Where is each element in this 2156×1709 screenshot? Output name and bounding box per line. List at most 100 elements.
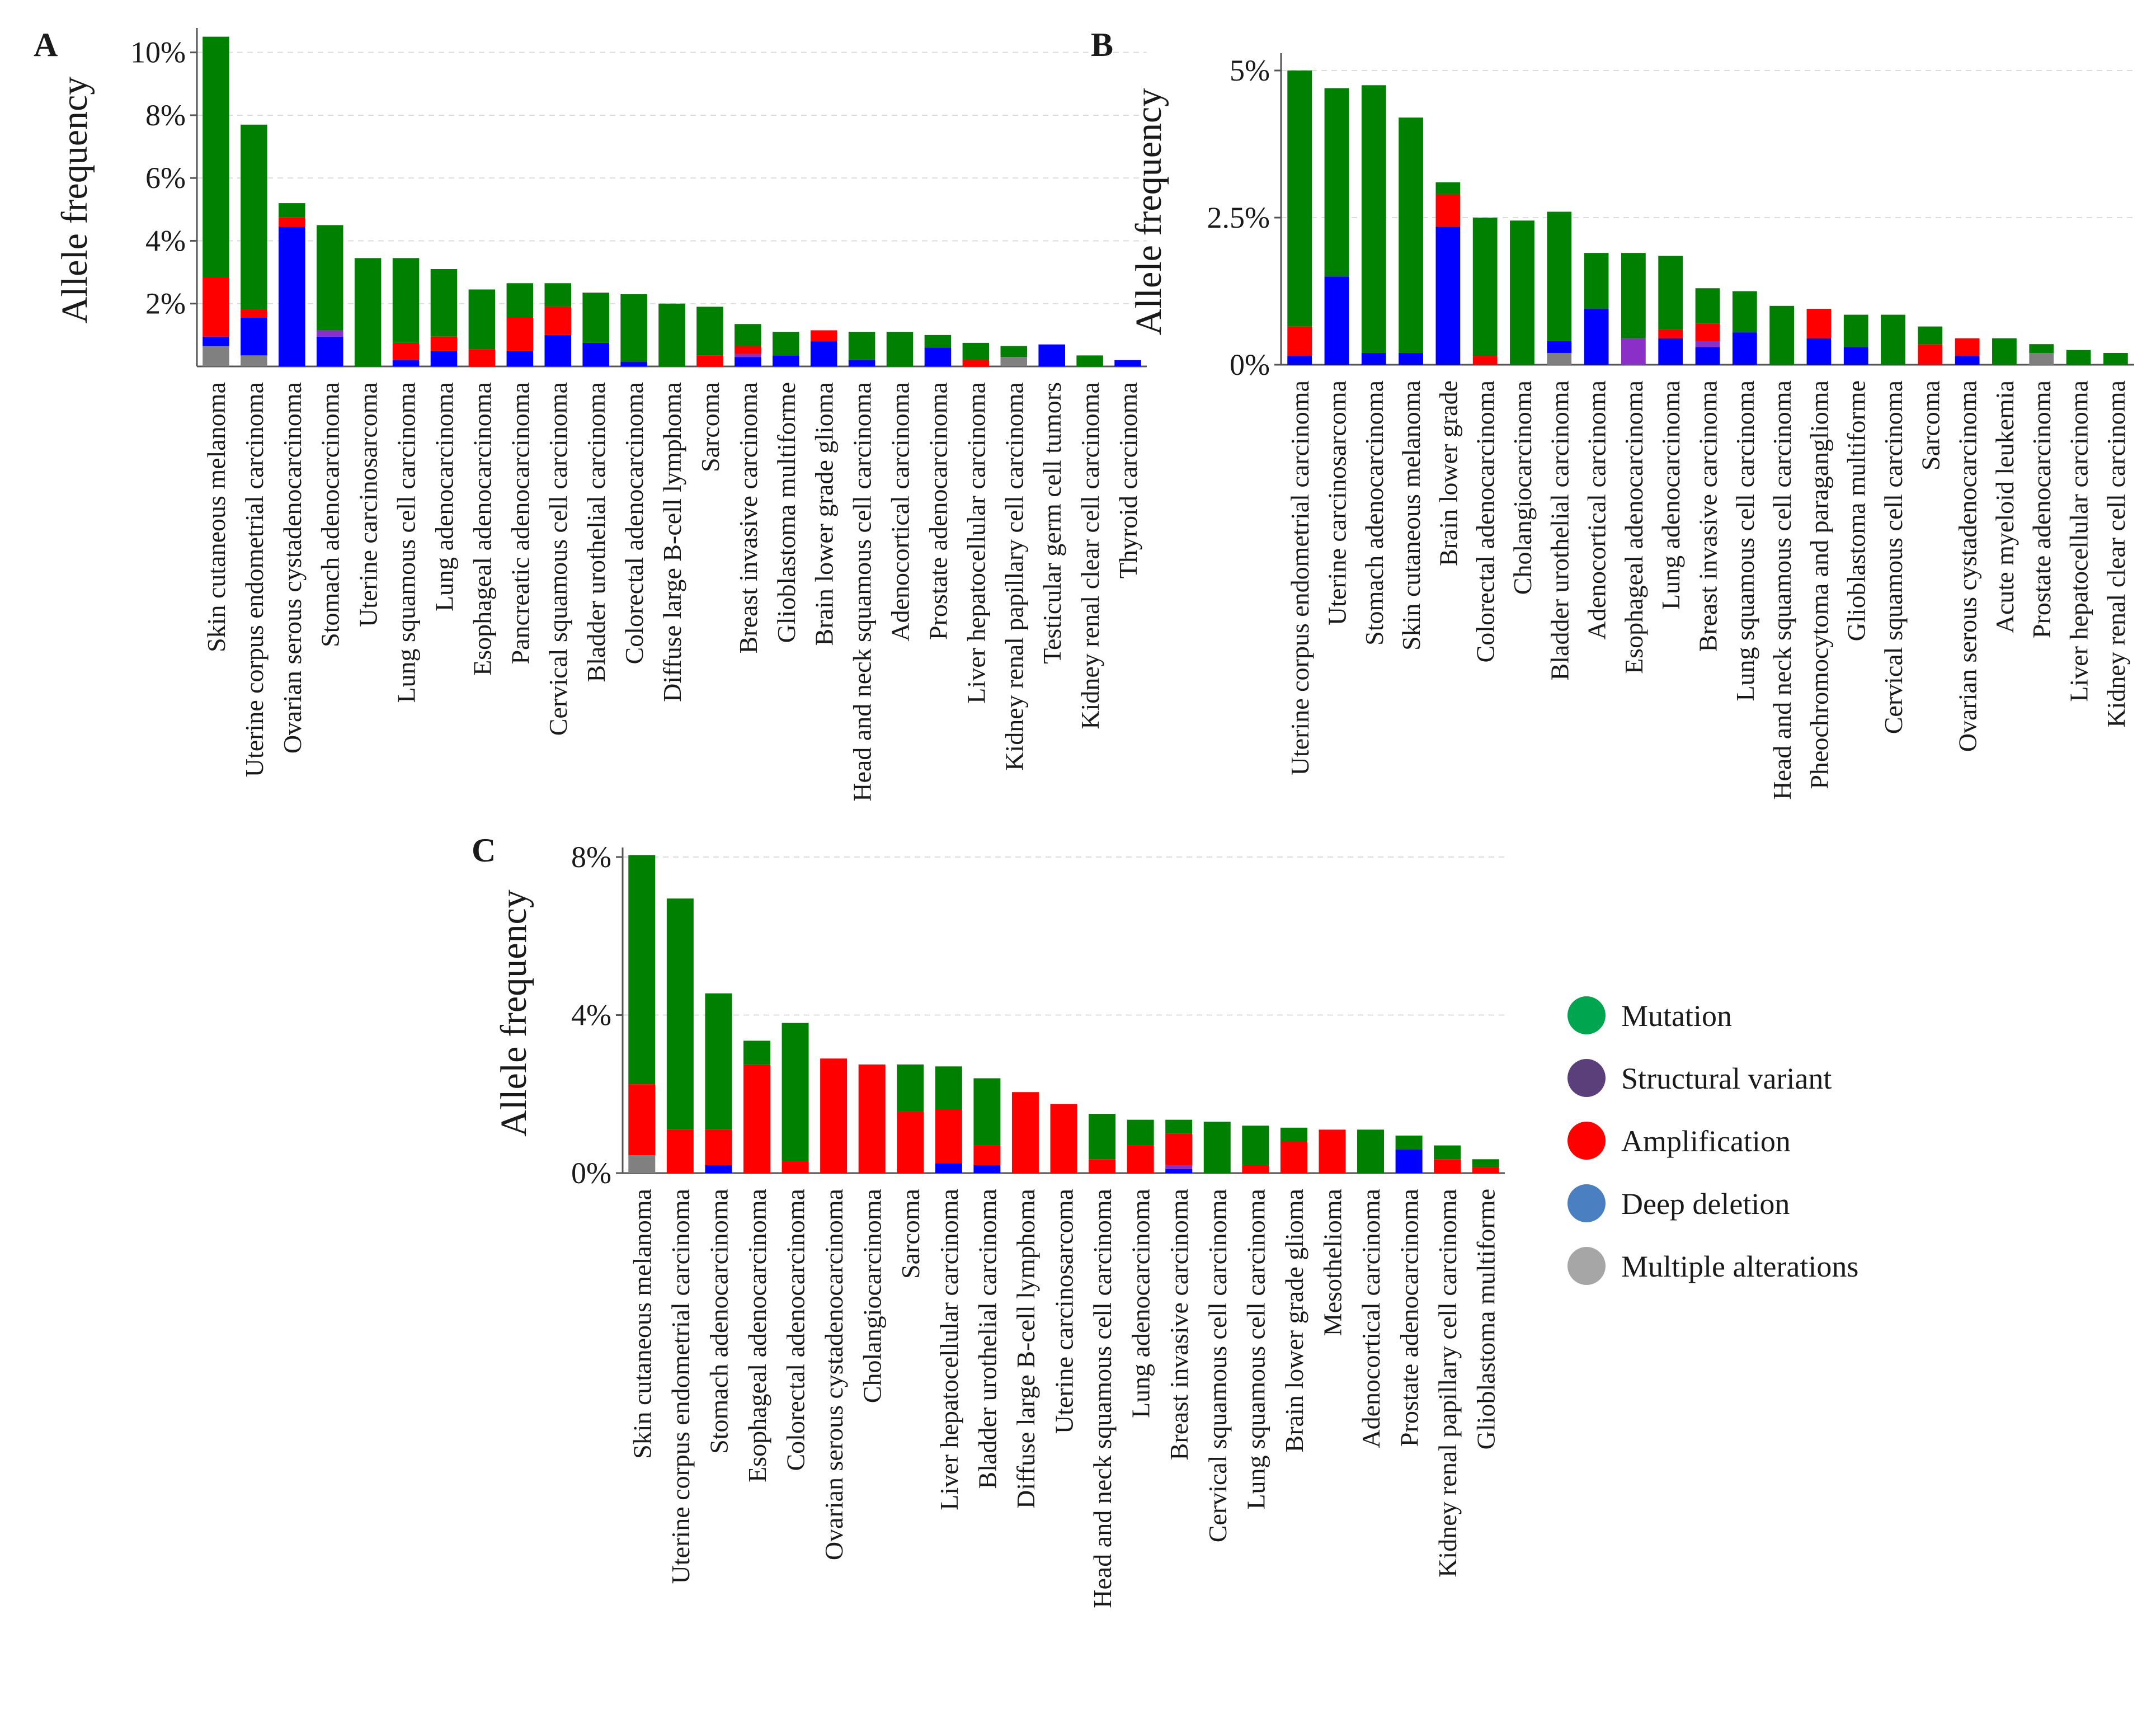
- bar-segment-deep-deletion-thyroid-carcinoma: [1114, 360, 1141, 366]
- x-tick-label: Uterine corpus endometrial carcinoma: [666, 1189, 695, 1584]
- bar-segment-structural-variant-breast-invasive-carcinoma: [1695, 341, 1720, 347]
- bar-segment-deep-deletion-glioblastoma-multiforme: [772, 355, 799, 366]
- bar-segment-amplification-colorectal-adenocarcinoma: [782, 1161, 809, 1173]
- x-tick-label: Esophageal adenocarcinoma: [743, 1189, 771, 1482]
- bar-segment-mutation-esophageal-adenocarcinoma: [1621, 253, 1646, 338]
- bar-segment-mutation-cervical-squamous-cell-carcinoma: [1203, 1122, 1231, 1173]
- panel-label-a: A: [34, 26, 58, 63]
- x-tick-label: Pheochromocytoma and paraganglioma: [1805, 380, 1833, 789]
- bar-segment-mutation-stomach-adenocarcinoma: [705, 993, 732, 1130]
- bar-segment-amplification-bladder-urothelial-carcinoma: [973, 1145, 1001, 1165]
- bar-segment-multiple-alterations-kidney-renal-papillary-cell-carcinoma: [1000, 357, 1028, 366]
- bar-segment-amplification-uterine-corpus-endometrial-carcinoma: [241, 309, 267, 318]
- x-tick-label: Glioblastoma multiforme: [1472, 1189, 1500, 1449]
- bar-segment-mutation-uterine-carcinosarcoma: [354, 258, 382, 366]
- bar-segment-deep-deletion-pheochromocytoma-and-paraganglioma: [1806, 338, 1832, 365]
- bar-segment-structural-variant-stomach-adenocarcinoma: [316, 330, 343, 337]
- x-tick-label: Ovarian serous cystadenocarcinoma: [1953, 380, 1982, 752]
- x-tick-label: Sarcoma: [896, 1189, 925, 1279]
- x-tick-label: Diffuse large B-cell lymphoma: [658, 382, 686, 702]
- x-tick-label: Head and neck squamous cell carcinoma: [1088, 1189, 1117, 1608]
- panel-label-b: B: [1091, 26, 1113, 63]
- x-tick-label: Colorectal adenocarcinoma: [782, 1189, 810, 1471]
- x-tick-label: Stomach adenocarcinoma: [704, 1189, 733, 1454]
- bar-segment-multiple-alterations-bladder-urothelial-carcinoma: [1547, 352, 1572, 365]
- bar-segment-multiple-alterations-skin-cutaneous-melanoma: [628, 1155, 656, 1173]
- bar-segment-mutation-bladder-urothelial-carcinoma: [1547, 211, 1572, 341]
- y-tick-label: 4%: [571, 999, 611, 1032]
- bar-segment-multiple-alterations-skin-cutaneous-melanoma: [203, 346, 229, 366]
- x-tick-label: Ovarian serous cystadenocarcinoma: [820, 1189, 848, 1560]
- bar-segment-mutation-skin-cutaneous-melanoma: [628, 855, 656, 1085]
- bar-segment-mutation-breast-invasive-carcinoma: [1165, 1119, 1193, 1134]
- bar-segment-amplification-sarcoma: [1918, 344, 1943, 365]
- x-tick-label: Liver hepatocellular carcinoma: [935, 1189, 963, 1510]
- bar-segment-deep-deletion-prostate-adenocarcinoma: [924, 347, 952, 366]
- bar-segment-mutation-skin-cutaneous-melanoma: [203, 36, 229, 277]
- x-tick-label: Adenocortical carcinoma: [886, 382, 915, 642]
- bar-segment-mutation-head-and-neck-squamous-cell-carcinoma: [848, 332, 875, 360]
- bar-segment-mutation-stomach-adenocarcinoma: [316, 225, 343, 331]
- x-tick-label: Lung squamous cell carcinoma: [392, 382, 421, 703]
- y-tick-label: 6%: [145, 161, 186, 195]
- bar-segment-deep-deletion-lung-adenocarcinoma: [430, 350, 458, 366]
- bar-segment-mutation-lung-squamous-cell-carcinoma: [392, 258, 420, 343]
- y-axis-label: Allele frequency: [1128, 88, 1169, 336]
- bar-segment-mutation-glioblastoma-multiforme: [772, 332, 799, 356]
- x-tick-label: Mesothelioma: [1318, 1189, 1347, 1336]
- bar-segment-deep-deletion-liver-hepatocellular-carcinoma: [935, 1163, 962, 1173]
- bar-segment-amplification-esophageal-adenocarcinoma: [468, 349, 496, 366]
- bar-segment-mutation-colorectal-adenocarcinoma: [620, 294, 647, 362]
- bar-segment-deep-deletion-stomach-adenocarcinoma: [705, 1165, 732, 1173]
- bar-segment-amplification-diffuse-large-b-cell-lymphoma: [1011, 1092, 1039, 1173]
- bar-segment-amplification-ovarian-serous-cystadenocarcinoma: [820, 1058, 848, 1173]
- bar-segment-amplification-skin-cutaneous-melanoma: [628, 1084, 656, 1156]
- bar-segment-deep-deletion-pancreatic-adenocarcinoma: [506, 350, 534, 366]
- bar-segment-mutation-prostate-adenocarcinoma: [2029, 344, 2054, 353]
- bar-segment-deep-deletion-brain-lower-grade: [1435, 226, 1461, 365]
- bar-segment-deep-deletion-adenocortical-carcinoma: [1584, 309, 1609, 365]
- bar-segment-mutation-bladder-urothelial-carcinoma: [582, 293, 609, 343]
- bar-segment-mutation-breast-invasive-carcinoma: [735, 324, 761, 346]
- x-tick-label: Sarcoma: [1916, 380, 1945, 470]
- bar-segment-deep-deletion-uterine-carcinosarcoma: [1324, 276, 1349, 365]
- bar-segment-deep-deletion-bladder-urothelial-carcinoma: [582, 342, 609, 366]
- x-tick-label: Kidney renal clear cell carcinoma: [2102, 380, 2130, 728]
- x-tick-label: Esophageal adenocarcinoma: [1620, 380, 1648, 674]
- x-tick-label: Uterine carcinosarcoma: [1050, 1189, 1079, 1434]
- bar-segment-multiple-alterations-uterine-corpus-endometrial-carcinoma: [241, 355, 267, 366]
- bar-segment-mutation-lung-adenocarcinoma: [1127, 1119, 1154, 1146]
- bar-segment-mutation-sarcoma: [897, 1064, 924, 1112]
- bar-segment-amplification-breast-invasive-carcinoma: [735, 346, 761, 354]
- bar-segment-deep-deletion-stomach-adenocarcinoma: [316, 336, 343, 366]
- x-tick-label: Cholangiocarcinoma: [1508, 380, 1537, 595]
- bar-segment-deep-deletion-lung-adenocarcinoma: [1658, 338, 1683, 365]
- bar-segment-mutation-esophageal-adenocarcinoma: [743, 1041, 770, 1065]
- x-tick-label: Lung squamous cell carcinoma: [1241, 1189, 1270, 1510]
- legend-label-deep-deletion: Deep deletion: [1621, 1187, 1790, 1221]
- bar-segment-deep-deletion-ovarian-serous-cystadenocarcinoma: [279, 227, 305, 366]
- bar-segment-mutation-glioblastoma-multiforme: [1472, 1159, 1499, 1167]
- x-tick-label: Adenocortical carcinoma: [1357, 1189, 1385, 1448]
- bar-segment-mutation-cervical-squamous-cell-carcinoma: [1881, 314, 1905, 365]
- bar-segment-amplification-liver-hepatocellular-carcinoma: [935, 1110, 962, 1164]
- bar-segment-mutation-kidney-renal-papillary-cell-carcinoma: [1000, 346, 1028, 357]
- bar-segment-amplification-uterine-corpus-endometrial-carcinoma: [666, 1129, 694, 1173]
- bar-segment-mutation-liver-hepatocellular-carcinoma: [2066, 350, 2091, 365]
- bar-segment-deep-deletion-ovarian-serous-cystadenocarcinoma: [1955, 356, 1980, 365]
- bar-segment-structural-variant-esophageal-adenocarcinoma: [1621, 338, 1646, 365]
- bar-segment-mutation-kidney-renal-clear-cell-carcinoma: [1076, 355, 1103, 366]
- bar-segment-mutation-liver-hepatocellular-carcinoma: [935, 1066, 962, 1110]
- y-tick-label: 2.5%: [1207, 201, 1270, 234]
- x-tick-label: Brain lower grade glioma: [810, 382, 839, 646]
- bar-segment-amplification-brain-lower-grade: [1435, 194, 1461, 227]
- x-tick-label: Liver hepatocellular carcinoma: [2065, 380, 2093, 702]
- x-tick-label: Head and neck squamous cell carcinoma: [1768, 380, 1796, 800]
- legend-swatch-multiple-alterations: [1567, 1247, 1606, 1285]
- bar-segment-multiple-alterations-prostate-adenocarcinoma: [2029, 352, 2054, 365]
- x-tick-label: Cervical squamous cell carcinoma: [1203, 1189, 1232, 1542]
- x-tick-label: Brain lower grade glioma: [1280, 1189, 1308, 1452]
- bar-segment-deep-deletion-uterine-corpus-endometrial-carcinoma: [1287, 356, 1312, 365]
- bar-segment-deep-deletion-stomach-adenocarcinoma: [1361, 352, 1386, 365]
